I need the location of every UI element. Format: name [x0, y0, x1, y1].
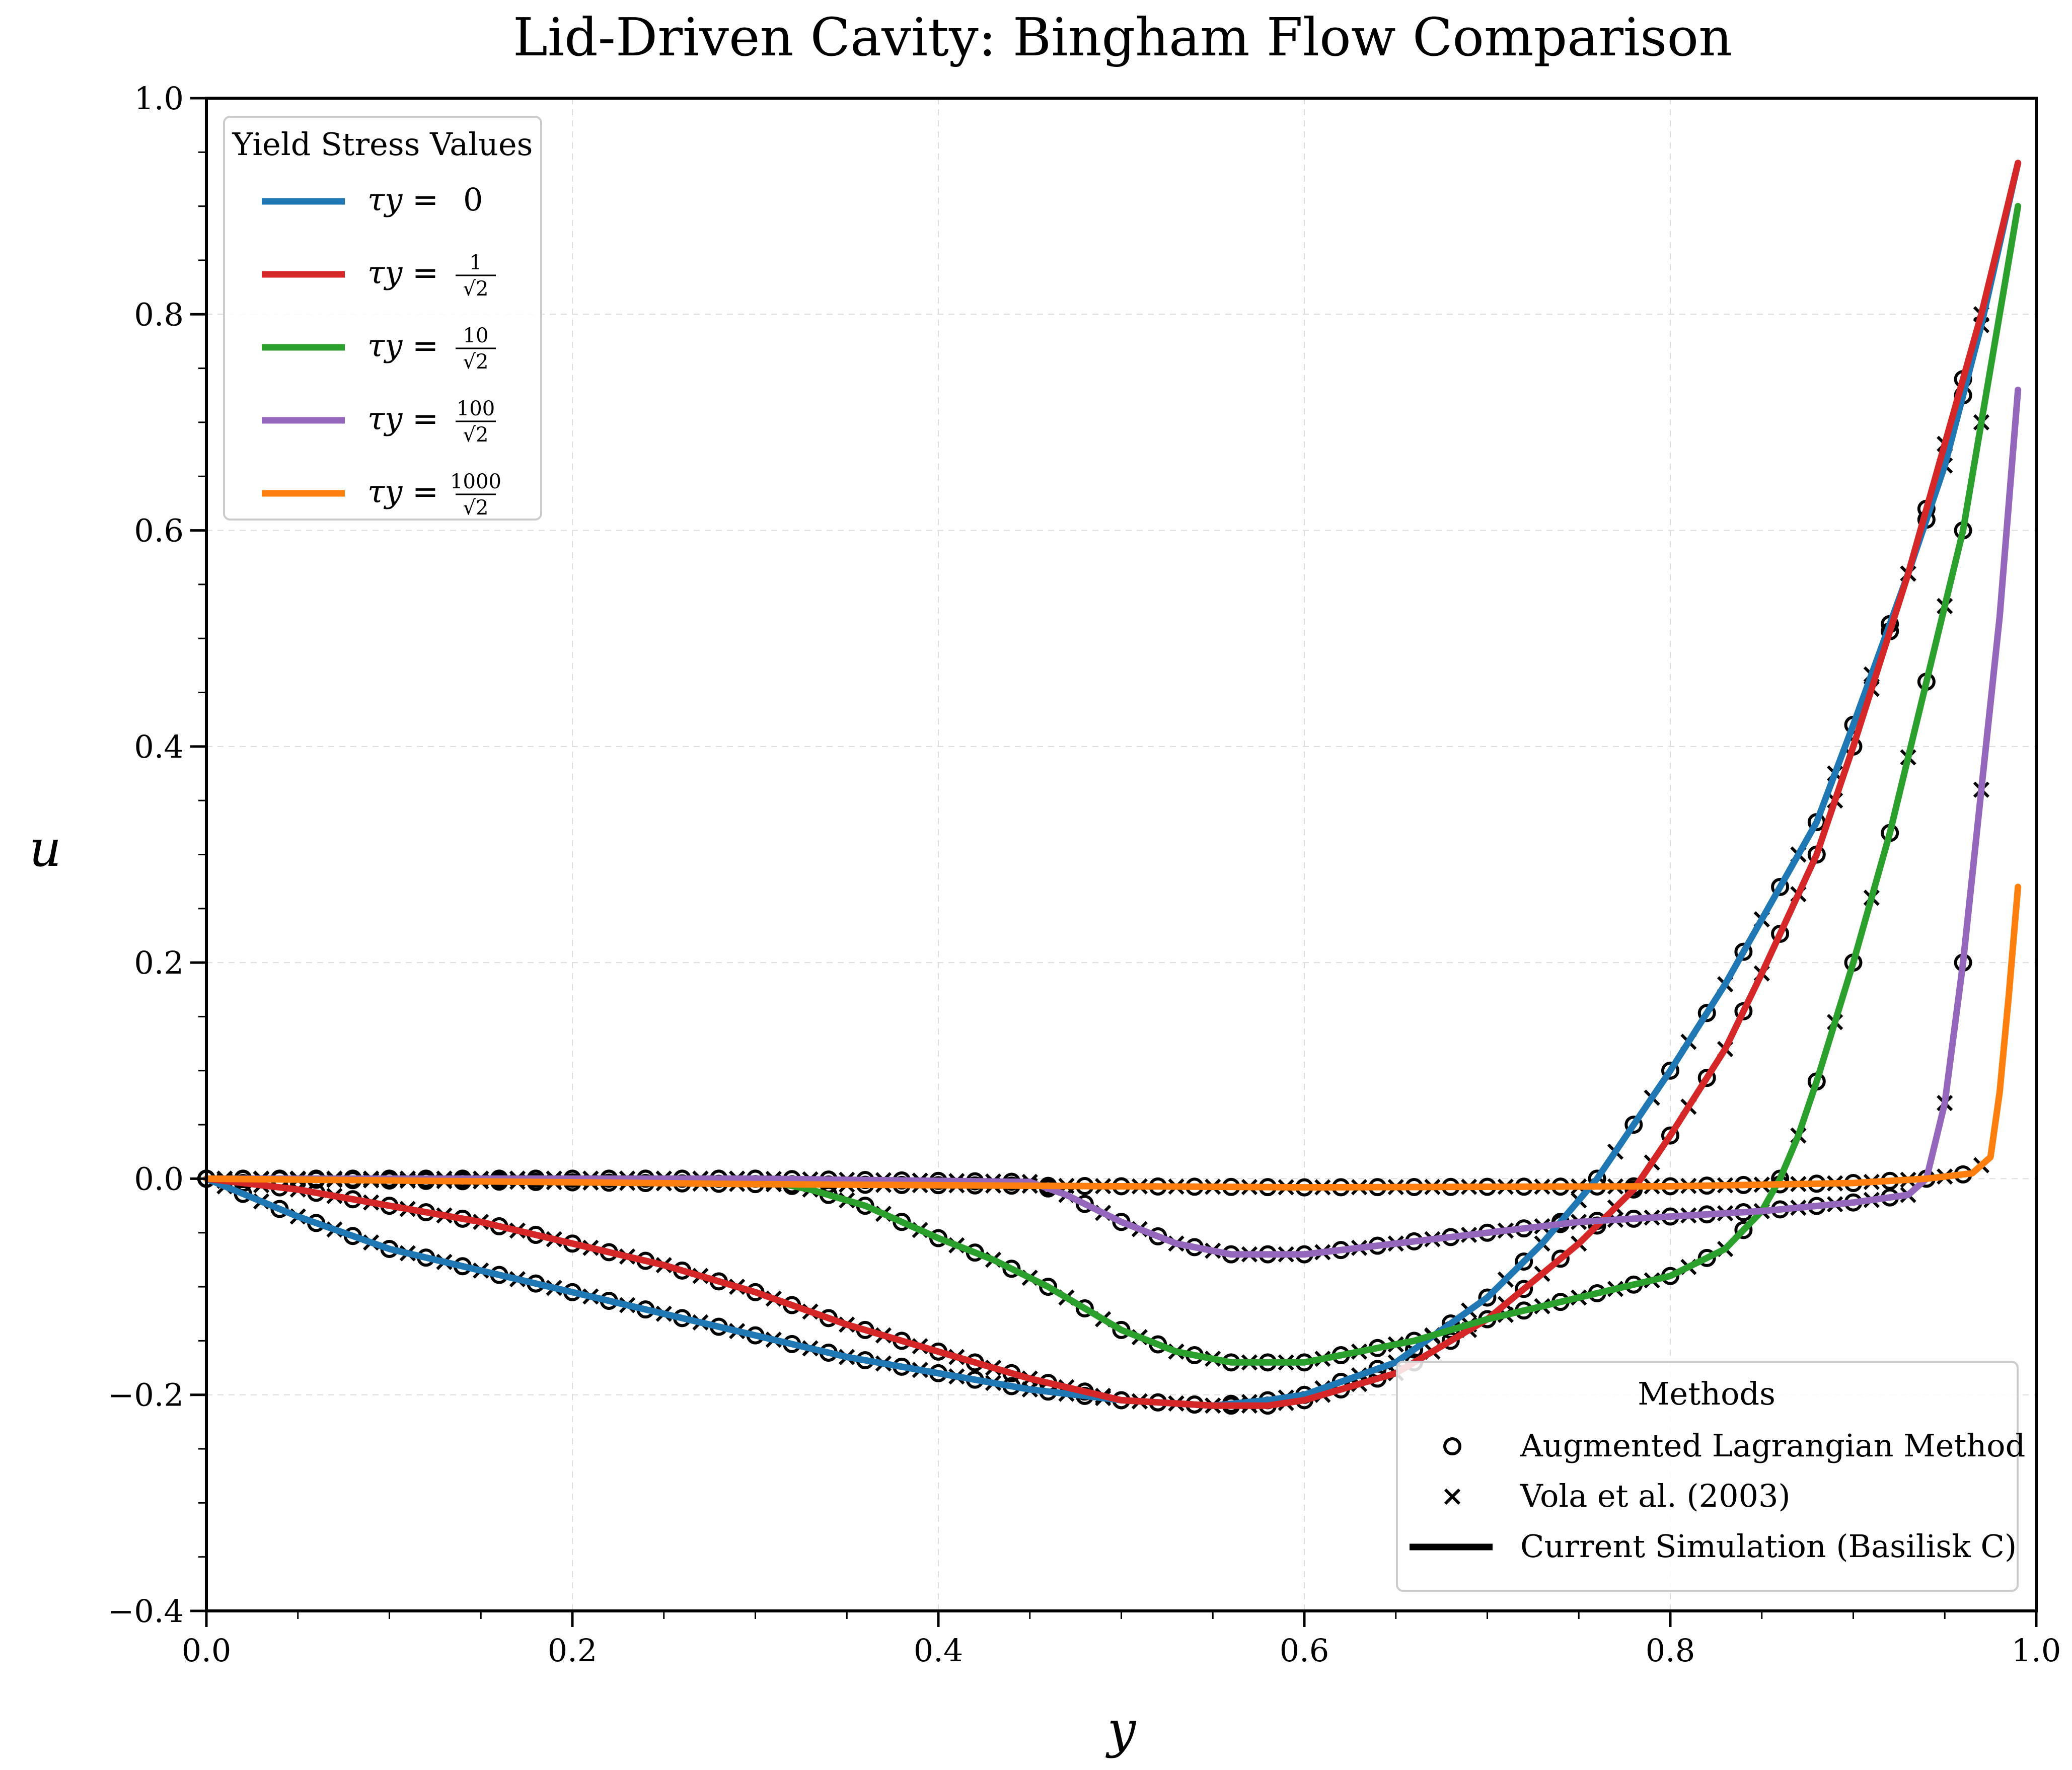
- y-tick-label: 0.6: [134, 512, 184, 549]
- alm-marker: [1478, 1288, 1497, 1307]
- y-tick-label: 1.0: [134, 80, 184, 117]
- alm-marker: [1075, 1195, 1094, 1213]
- legend-entry-value: 0: [463, 181, 483, 218]
- series-line-tau-1: [203, 160, 2022, 1409]
- legend-yield-stress-title: Yield Stress Values: [232, 126, 533, 163]
- series-line-tau-10: [203, 203, 2022, 1366]
- y-tick-label: 0.8: [134, 296, 184, 333]
- legend-circle-marker: [1443, 1437, 1461, 1455]
- legend-method-label: Current Simulation (Basilisk C): [1520, 1528, 2017, 1565]
- legend-frac-num: 100: [457, 397, 495, 420]
- y-tick-label: 0.4: [134, 728, 184, 765]
- alm-marker: [1039, 1278, 1058, 1296]
- x-tick-label: 0.8: [1646, 1632, 1695, 1669]
- legend-frac-den: √2: [463, 350, 489, 374]
- legend-yield-stress-box: [223, 116, 542, 521]
- legend-frac-num: 1: [469, 251, 482, 274]
- legend-method-label: Augmented Lagrangian Method: [1520, 1427, 2025, 1464]
- alm-marker: [1551, 1249, 1570, 1268]
- alm-marker: [1734, 942, 1753, 961]
- series-line-tau-100: [203, 387, 2022, 1258]
- alm-marker: [1771, 877, 1790, 896]
- legend-entry-label: τy =: [367, 254, 438, 291]
- legend-frac-den: √2: [463, 277, 489, 301]
- legend-frac-den: √2: [463, 423, 489, 447]
- legend-frac-num: 10: [463, 324, 489, 347]
- x-tick-label: 1.0: [2012, 1632, 2061, 1669]
- y-tick-label: 0.2: [134, 944, 184, 981]
- x-tick-label: 0.2: [548, 1632, 598, 1669]
- x-axis-label: y: [1105, 1700, 1137, 1759]
- legend-methods: Methods Augmented Lagrangian Method Vola …: [1396, 1361, 2025, 1592]
- alm-marker: [1002, 1260, 1021, 1278]
- alm-marker: [1515, 1280, 1533, 1298]
- legend-methods-title: Methods: [1638, 1375, 1775, 1412]
- x-tick-label: 0.0: [182, 1632, 232, 1669]
- alm-marker: [1661, 1061, 1679, 1080]
- legend-methods-box: [1396, 1361, 2019, 1592]
- y-tick-label: −0.4: [108, 1593, 184, 1630]
- alm-marker: [1624, 1116, 1643, 1134]
- x-tick-label: 0.4: [914, 1632, 964, 1669]
- alm-marker: [1697, 1248, 1716, 1267]
- series-layer: [203, 160, 2022, 1409]
- alm-marker: [1661, 1126, 1679, 1145]
- alm-marker: [1515, 1252, 1533, 1271]
- axis-ticks: 0.0 0.2 0.4 0.6 0.8 1.0 −0.4 −0.2 0.0 0.2 0.4 0.6 0.…: [108, 80, 2061, 1669]
- x-tick-label: 0.6: [1280, 1632, 1329, 1669]
- y-tick-label: −0.2: [108, 1377, 184, 1414]
- legend-entry-label: τy =: [367, 327, 438, 364]
- series-line-tau-0: [203, 160, 2022, 1409]
- legend-frac-den: √2: [463, 496, 489, 520]
- y-axis-label: u: [29, 819, 61, 878]
- y-tick-label: 0.0: [134, 1160, 184, 1197]
- legend-frac-num: 1000: [450, 470, 501, 493]
- legend-entry-label: τy =: [367, 181, 438, 218]
- alm-marker: [1697, 1004, 1716, 1022]
- chart-title: Lid-Driven Cavity: Bingham Flow Comparis…: [513, 7, 1732, 68]
- series-line-tau-1000: [203, 883, 2022, 1191]
- alm-marker: [1697, 1069, 1716, 1087]
- legend-entry-label: τy =: [367, 473, 438, 510]
- legend-method-label: Vola et al. (2003): [1520, 1478, 1791, 1514]
- legend-yield-stress: Yield Stress Values τy = 0 τy = 1 √2 τy = 10 √2…: [223, 116, 542, 521]
- alm-marker: [1734, 1002, 1753, 1020]
- legend-cross-marker: [1444, 1488, 1461, 1505]
- alm-marker: [1075, 1299, 1094, 1317]
- legend-entry-label: τy =: [367, 400, 438, 437]
- alm-marker: [1734, 1221, 1753, 1239]
